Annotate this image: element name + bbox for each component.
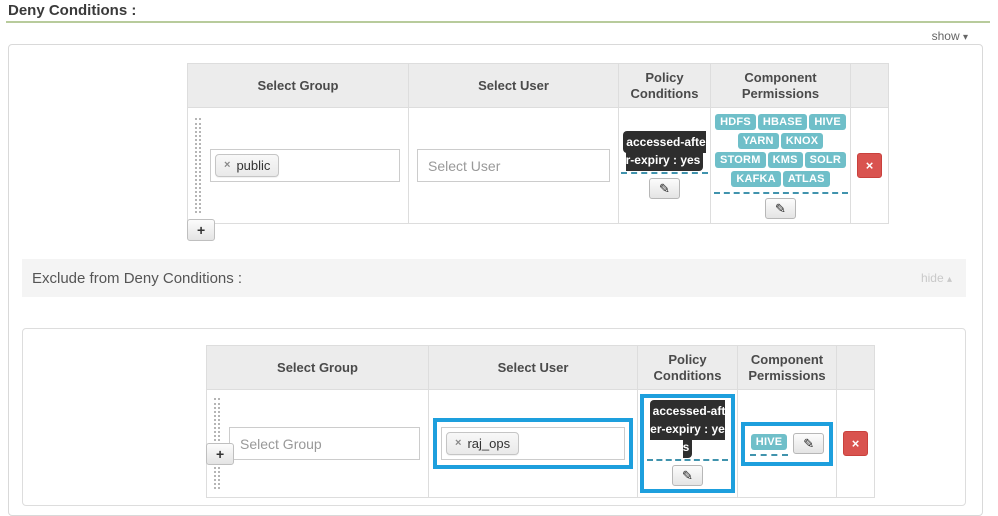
select-user-input[interactable]: × raj_ops bbox=[441, 427, 625, 460]
pencil-icon: ✎ bbox=[659, 180, 670, 196]
delete-row-button[interactable]: × bbox=[857, 153, 882, 178]
exclude-section-title: Exclude from Deny Conditions : bbox=[32, 269, 243, 287]
component-badge: KMS bbox=[767, 152, 803, 168]
table-row: Select Group × raj_ops accessed-after-exp… bbox=[206, 389, 875, 498]
component-badge: KNOX bbox=[780, 133, 824, 149]
delete-row-cell: × bbox=[836, 389, 875, 498]
policy-conditions-cell: accessed-after-expiry : yes ✎ bbox=[618, 107, 711, 224]
column-header-select-group: Select Group bbox=[187, 63, 409, 108]
component-badges: HIVE bbox=[749, 432, 789, 456]
group-tag-label: public bbox=[236, 158, 271, 173]
remove-tag-icon[interactable]: × bbox=[224, 159, 231, 171]
select-user-placeholder: Select User bbox=[428, 157, 501, 174]
component-permissions-cell: HDFS HBASE HIVE YARN KNOX STORM KMS SOLR KAFKA AT… bbox=[710, 107, 851, 224]
component-badge: HIVE bbox=[750, 433, 788, 450]
select-group-cell: × public bbox=[187, 107, 409, 224]
caret-up-icon: ▴ bbox=[946, 274, 952, 285]
policy-condition-wrap: accessed-after-expiry : yes bbox=[621, 130, 708, 174]
hide-toggle-label: hide bbox=[920, 271, 944, 285]
component-badge: YARN bbox=[737, 133, 779, 149]
deny-conditions-table: Select Group Select User Policy Conditio… bbox=[187, 63, 889, 224]
component-badge: HBASE bbox=[757, 114, 808, 130]
hide-toggle[interactable]: hide ▴ bbox=[921, 271, 952, 285]
policy-condition-wrap: accessed-after-expiry : yes bbox=[647, 400, 728, 461]
highlight-component-permissions: HIVE ✎ bbox=[740, 421, 834, 466]
drag-handle[interactable] bbox=[195, 118, 201, 213]
edit-policy-condition-button[interactable]: ✎ bbox=[649, 177, 680, 199]
group-tag: × public bbox=[215, 154, 280, 177]
show-toggle-label: show bbox=[931, 29, 960, 43]
user-tag: × raj_ops bbox=[446, 432, 520, 455]
component-badge: HIVE bbox=[809, 114, 846, 130]
edit-policy-condition-button[interactable]: ✎ bbox=[672, 465, 703, 486]
policy-condition-value: accessed-after-expiry : yes bbox=[623, 130, 706, 171]
caret-down-icon: ▾ bbox=[962, 32, 968, 43]
column-header-actions bbox=[836, 345, 875, 390]
delete-row-cell: × bbox=[850, 107, 889, 224]
column-header-component-permissions: Component Permissions bbox=[737, 345, 837, 390]
select-group-cell: Select Group bbox=[206, 389, 429, 498]
policy-condition-value: accessed-after-expiry : yes bbox=[649, 400, 726, 458]
add-deny-condition-button[interactable]: + bbox=[187, 219, 216, 241]
select-user-input[interactable]: Select User bbox=[417, 149, 610, 182]
table-header-row: Select Group Select User Policy Conditio… bbox=[206, 345, 875, 390]
select-group-input[interactable]: × public bbox=[210, 149, 400, 182]
select-user-cell: × raj_ops bbox=[428, 389, 638, 498]
component-permissions-cell: HIVE ✎ bbox=[737, 389, 837, 498]
policy-conditions-cell: accessed-after-expiry : yes ✎ bbox=[637, 389, 738, 498]
column-header-select-user: Select User bbox=[428, 345, 638, 390]
component-badge: ATLAS bbox=[782, 171, 830, 187]
pencil-icon: ✎ bbox=[775, 201, 786, 216]
deny-conditions-panel: Select Group Select User Policy Conditio… bbox=[8, 44, 983, 516]
component-badge: SOLR bbox=[804, 152, 846, 168]
column-header-select-user: Select User bbox=[408, 63, 619, 108]
column-header-policy-conditions: Policy Conditions bbox=[637, 345, 738, 390]
edit-permissions-button[interactable]: ✎ bbox=[765, 198, 796, 219]
component-badge: KAFKA bbox=[731, 171, 781, 187]
select-group-placeholder: Select Group bbox=[240, 435, 322, 452]
delete-row-button[interactable]: × bbox=[843, 431, 868, 456]
page-title: Deny Conditions : bbox=[8, 2, 137, 19]
table-row: × public Select User accessed-after-expir… bbox=[187, 107, 889, 224]
column-header-actions bbox=[850, 63, 889, 108]
section-divider bbox=[6, 21, 990, 23]
pencil-icon: ✎ bbox=[803, 436, 815, 451]
component-badge: STORM bbox=[715, 152, 766, 168]
component-badge: HDFS bbox=[715, 114, 756, 130]
pencil-icon: ✎ bbox=[682, 468, 693, 483]
select-user-cell: Select User bbox=[408, 107, 619, 224]
highlight-select-user: × raj_ops bbox=[433, 418, 633, 469]
user-tag-label: raj_ops bbox=[467, 436, 511, 451]
table-header-row: Select Group Select User Policy Conditio… bbox=[187, 63, 889, 108]
edit-permissions-button[interactable]: ✎ bbox=[793, 433, 825, 454]
exclude-conditions-panel: Select Group Select User Policy Conditio… bbox=[22, 328, 966, 506]
show-toggle[interactable]: show ▾ bbox=[932, 29, 968, 43]
select-group-input[interactable]: Select Group bbox=[229, 427, 420, 460]
column-header-policy-conditions: Policy Conditions bbox=[618, 63, 711, 108]
highlight-policy-condition: accessed-after-expiry : yes ✎ bbox=[640, 394, 735, 493]
exclude-section-header: Exclude from Deny Conditions : hide ▴ bbox=[22, 259, 966, 297]
column-header-component-permissions: Component Permissions bbox=[710, 63, 851, 108]
column-header-select-group: Select Group bbox=[206, 345, 429, 390]
exclude-conditions-table: Select Group Select User Policy Conditio… bbox=[206, 345, 875, 498]
component-badges: HDFS HBASE HIVE YARN KNOX STORM KMS SOLR KAFKA AT… bbox=[713, 112, 848, 194]
add-exclude-condition-button[interactable]: + bbox=[206, 443, 235, 465]
remove-tag-icon[interactable]: × bbox=[455, 437, 462, 449]
